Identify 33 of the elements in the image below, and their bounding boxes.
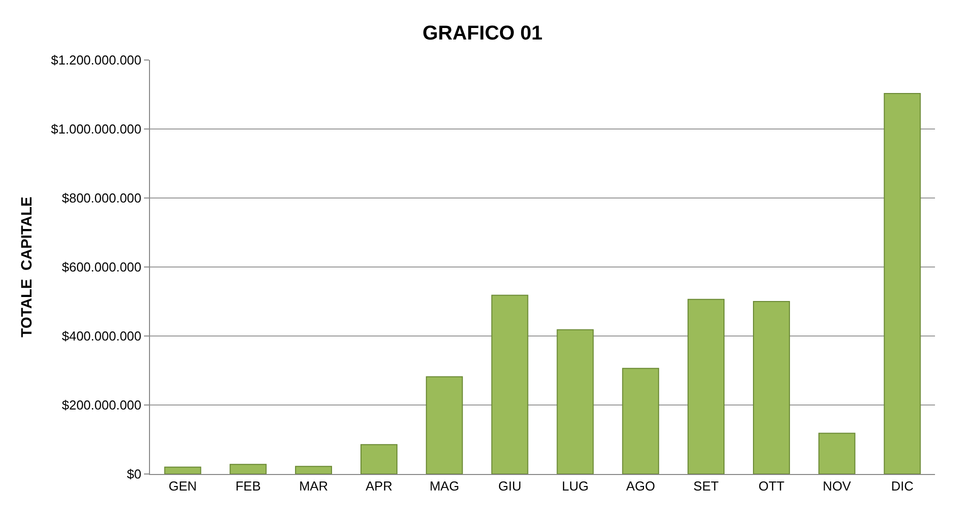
bar xyxy=(884,92,921,474)
x-tick-label: DIC xyxy=(891,478,914,494)
bar xyxy=(818,432,856,474)
x-tick-label: FEB xyxy=(235,478,261,494)
bar xyxy=(230,464,267,474)
y-tick-label: $600.000.000 xyxy=(62,260,142,275)
x-tick-label: NOV xyxy=(822,478,852,494)
bar xyxy=(688,298,725,474)
y-tick-label: $1.200.000.000 xyxy=(51,52,142,68)
bar xyxy=(360,444,398,474)
bar xyxy=(491,294,528,474)
bar xyxy=(752,301,790,474)
bar xyxy=(426,376,463,474)
bar xyxy=(556,329,594,474)
y-tick-label: $1.000.000.000 xyxy=(51,122,142,137)
x-tick-label: APR xyxy=(366,478,392,494)
x-tick-label: MAR xyxy=(299,478,328,494)
y-tick-label: $800.000.000 xyxy=(62,190,142,206)
bar xyxy=(622,368,660,474)
bar xyxy=(164,466,202,474)
y-axis-title: TOTALE CAPITALE xyxy=(18,196,36,338)
y-tick-label: $0 xyxy=(126,466,142,482)
x-tick-label: SET xyxy=(693,478,719,494)
chart-title: GRAFICO 01 xyxy=(422,22,543,45)
y-tick-label: $200.000.000 xyxy=(62,398,142,413)
bar xyxy=(295,466,332,474)
y-tick-label: $400.000.000 xyxy=(62,328,142,344)
x-tick-label: AGO xyxy=(626,478,656,494)
x-tick-label: GIU xyxy=(498,478,522,494)
x-tick-label: LUG xyxy=(562,478,589,494)
x-tick-label: MAG xyxy=(430,478,460,494)
x-tick-label: GEN xyxy=(168,478,197,494)
x-tick-label: OTT xyxy=(758,478,785,494)
